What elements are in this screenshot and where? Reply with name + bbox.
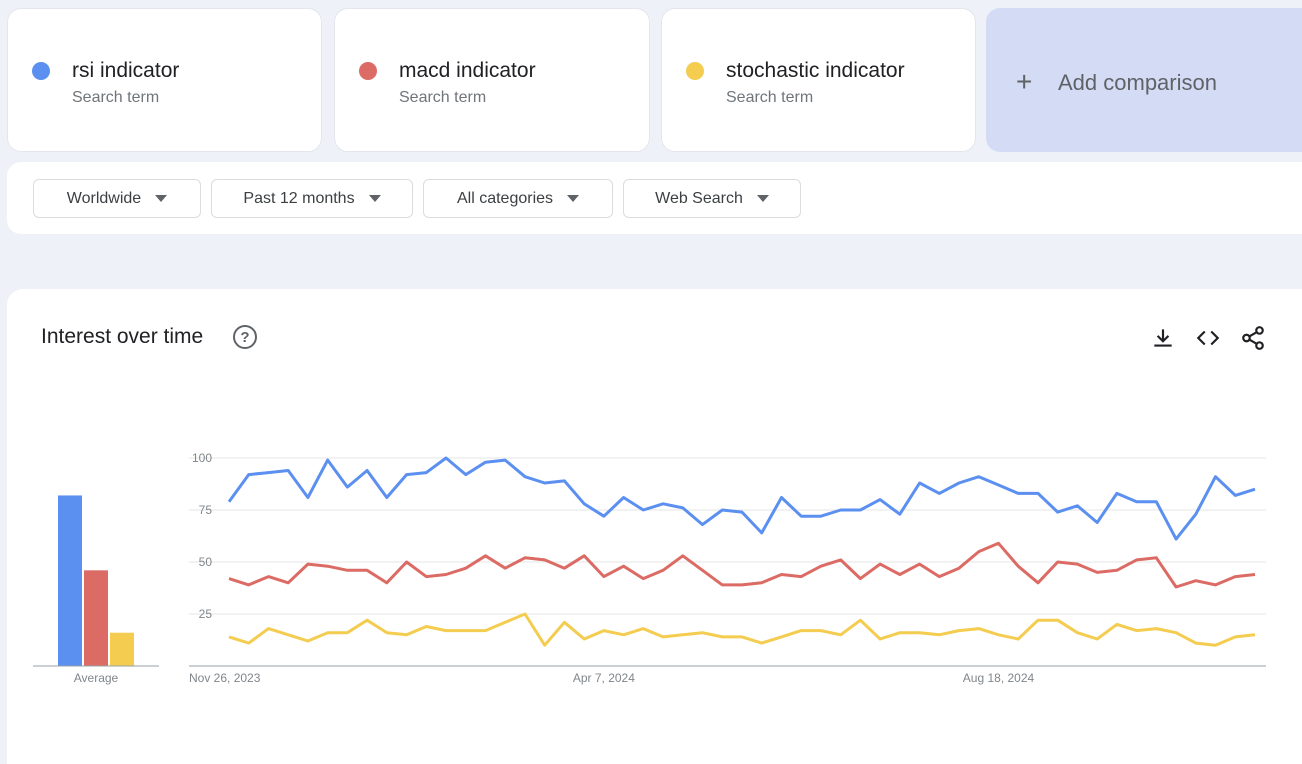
search-type-filter[interactable]: Web Search (623, 179, 801, 218)
term-card-1[interactable]: rsi indicator Search term (7, 8, 322, 152)
series-line (228, 612, 1256, 647)
x-tick-label: Apr 7, 2024 (573, 671, 635, 685)
filter-label: Web Search (655, 189, 743, 207)
term-card-2[interactable]: macd indicator Search term (334, 8, 650, 152)
term-name: stochastic indicator (726, 59, 905, 82)
x-tick-label: Aug 18, 2024 (963, 671, 1035, 685)
term-card-3[interactable]: stochastic indicator Search term (661, 8, 976, 152)
interest-chart[interactable]: 25 50 75 100 Nov 26, 2023 Apr 7, 2024 Aug 18, … (7, 289, 1302, 764)
time-range-filter[interactable]: Past 12 months (211, 179, 413, 218)
y-tick-label: 100 (192, 451, 212, 465)
filter-label: Past 12 months (243, 189, 355, 207)
interest-over-time-panel: Interest over time ? 25 50 75 100 Nov 26, 20… (7, 289, 1302, 764)
filter-label: All categories (456, 189, 554, 207)
caret-down-icon (756, 195, 769, 202)
term-color-dot (32, 62, 50, 80)
category-filter[interactable]: All categories (423, 179, 613, 218)
share-icon[interactable] (1240, 325, 1266, 351)
term-color-dot (359, 62, 377, 80)
average-bar (58, 495, 82, 666)
term-name: rsi indicator (72, 59, 180, 82)
filter-label: Worldwide (66, 189, 142, 207)
term-color-dot (686, 62, 704, 80)
series-line (228, 541, 1256, 589)
caret-down-icon (567, 195, 580, 202)
caret-down-icon (368, 195, 381, 202)
average-bar (110, 632, 134, 666)
help-icon[interactable]: ? (233, 325, 257, 349)
term-name: macd indicator (399, 59, 536, 82)
average-bar (84, 570, 108, 666)
add-comparison-button[interactable]: + Add comparison (986, 8, 1302, 152)
filter-bar: Worldwide Past 12 months All categories … (7, 162, 1302, 234)
term-type: Search term (72, 89, 160, 106)
series-line (227, 456, 1256, 541)
term-type: Search term (399, 89, 487, 106)
add-comparison-label: Add comparison (1058, 70, 1217, 95)
x-tick-label: Nov 26, 2023 (189, 671, 261, 685)
y-tick-label: 50 (199, 555, 213, 569)
average-label: Average (74, 671, 119, 685)
caret-down-icon (155, 195, 168, 202)
download-icon[interactable] (1150, 325, 1176, 351)
y-tick-label: 25 (199, 607, 213, 621)
y-tick-label: 75 (199, 503, 213, 517)
chart-title: Interest over time (41, 325, 204, 348)
embed-code-icon[interactable] (1195, 325, 1221, 351)
plus-icon: + (1016, 66, 1033, 97)
term-type: Search term (726, 89, 814, 106)
region-filter[interactable]: Worldwide (33, 179, 201, 218)
